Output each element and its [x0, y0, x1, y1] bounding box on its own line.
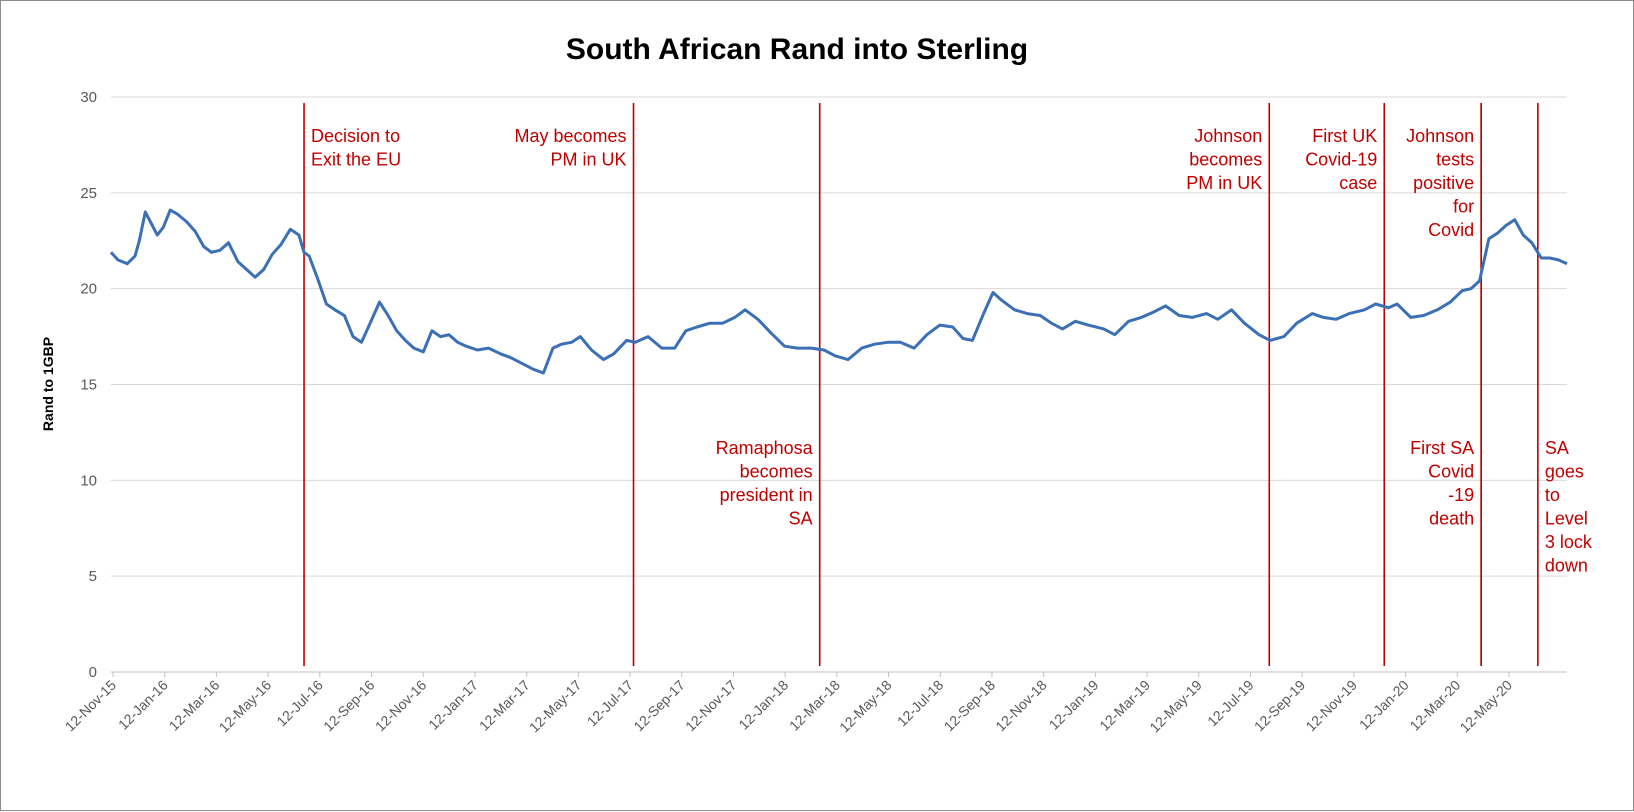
x-tick-label: 12-Jan-18 — [735, 677, 791, 733]
x-tick-label: 12-Jan-20 — [1356, 677, 1412, 733]
event-annotation: for — [1453, 197, 1474, 217]
x-tick-label: 12-Mar-16 — [166, 677, 223, 734]
x-tick-label: 12-Nov-15 — [62, 677, 120, 735]
event-annotation: Exit the EU — [311, 150, 401, 170]
x-tick-label: 12-May-19 — [1146, 677, 1205, 736]
x-tick-label: 12-Mar-17 — [476, 677, 533, 734]
x-tick-label: 12-Jan-16 — [115, 677, 171, 733]
y-tick-label: 25 — [80, 185, 97, 202]
x-tick-label: 12-Mar-18 — [786, 677, 843, 734]
y-tick-label: 15 — [80, 377, 97, 394]
event-annotations: Decision to Exit the EU May becomes PM in U… — [311, 126, 1593, 576]
event-annotation: SA — [1545, 438, 1569, 458]
x-tick-label: 12-Mar-19 — [1096, 677, 1153, 734]
event-annotation: Covid — [1428, 220, 1474, 240]
x-tick-label: 12-Sep-19 — [1251, 677, 1309, 735]
x-tick-label: 12-Jul-17 — [584, 677, 637, 730]
gridlines — [111, 96, 1567, 673]
event-annotation: Johnson — [1194, 126, 1262, 146]
x-tick-label: 12-Nov-19 — [1302, 677, 1360, 735]
y-axis-label: Rand to 1GBP — [40, 337, 56, 431]
x-tick-label: 12-Sep-18 — [941, 677, 999, 735]
x-tick-label: 12-Mar-20 — [1406, 677, 1463, 734]
x-tick-label: 12-May-16 — [216, 677, 275, 736]
y-tick-label: 20 — [80, 281, 97, 298]
event-annotation: PM in UK — [1186, 173, 1262, 193]
event-annotation: death — [1429, 509, 1474, 529]
x-tick-label: 12-Jul-19 — [1204, 677, 1257, 730]
event-annotation: becomes — [1189, 150, 1262, 170]
series-line — [109, 208, 1568, 375]
event-annotation: PM in UK — [550, 150, 626, 170]
x-tick-label: 12-Jan-19 — [1046, 677, 1102, 733]
y-tick-labels: 0 5 10 15 20 25 30 — [80, 89, 97, 681]
y-tick-label: 10 — [80, 472, 97, 489]
x-tick-label: 12-May-17 — [526, 677, 585, 736]
x-tick-label: 12-May-18 — [836, 677, 895, 736]
event-annotation: -19 — [1448, 485, 1474, 505]
event-annotation: Decision to — [311, 126, 400, 146]
event-annotation: case — [1339, 173, 1377, 193]
event-annotation: goes — [1545, 462, 1584, 482]
event-annotation: First UK — [1312, 126, 1377, 146]
event-annotation: Covid — [1428, 462, 1474, 482]
event-annotation: to — [1545, 485, 1560, 505]
x-tick-label: 12-Jan-17 — [425, 677, 481, 733]
event-annotation: May becomes — [514, 126, 626, 146]
x-tick-label: 12-Jul-18 — [894, 677, 947, 730]
event-annotation: president in — [720, 485, 813, 505]
x-tick-label: 12-May-20 — [1456, 677, 1515, 736]
event-annotation: down — [1545, 556, 1588, 576]
series-layer — [109, 208, 1568, 375]
event-annotation: Covid-19 — [1305, 150, 1377, 170]
event-annotation: becomes — [740, 462, 813, 482]
y-tick-label: 30 — [80, 89, 97, 106]
event-annotation: SA — [789, 509, 813, 529]
y-tick-label: 0 — [89, 664, 97, 681]
event-annotation: Johnson — [1406, 126, 1474, 146]
event-annotation: First SA — [1410, 438, 1474, 458]
y-tick-label: 5 — [89, 568, 97, 585]
event-annotation: positive — [1413, 173, 1474, 193]
event-annotation: Level — [1545, 509, 1588, 529]
x-tick-label: 12-Nov-17 — [682, 677, 740, 735]
x-tick-label: 12-Nov-16 — [372, 677, 430, 735]
x-tick-label: 12-Sep-17 — [630, 677, 688, 735]
chart-title: South African Rand into Sterling — [566, 33, 1028, 66]
x-tick-label: 12-Nov-18 — [992, 677, 1050, 735]
event-annotation: 3 lock — [1545, 532, 1593, 552]
x-tick-label: 12-Sep-16 — [320, 677, 378, 735]
event-markers — [303, 103, 1539, 666]
event-annotation: tests — [1436, 150, 1474, 170]
event-annotation: Ramaphosa — [716, 438, 814, 458]
x-tick-label: 12-Jul-16 — [273, 677, 326, 730]
